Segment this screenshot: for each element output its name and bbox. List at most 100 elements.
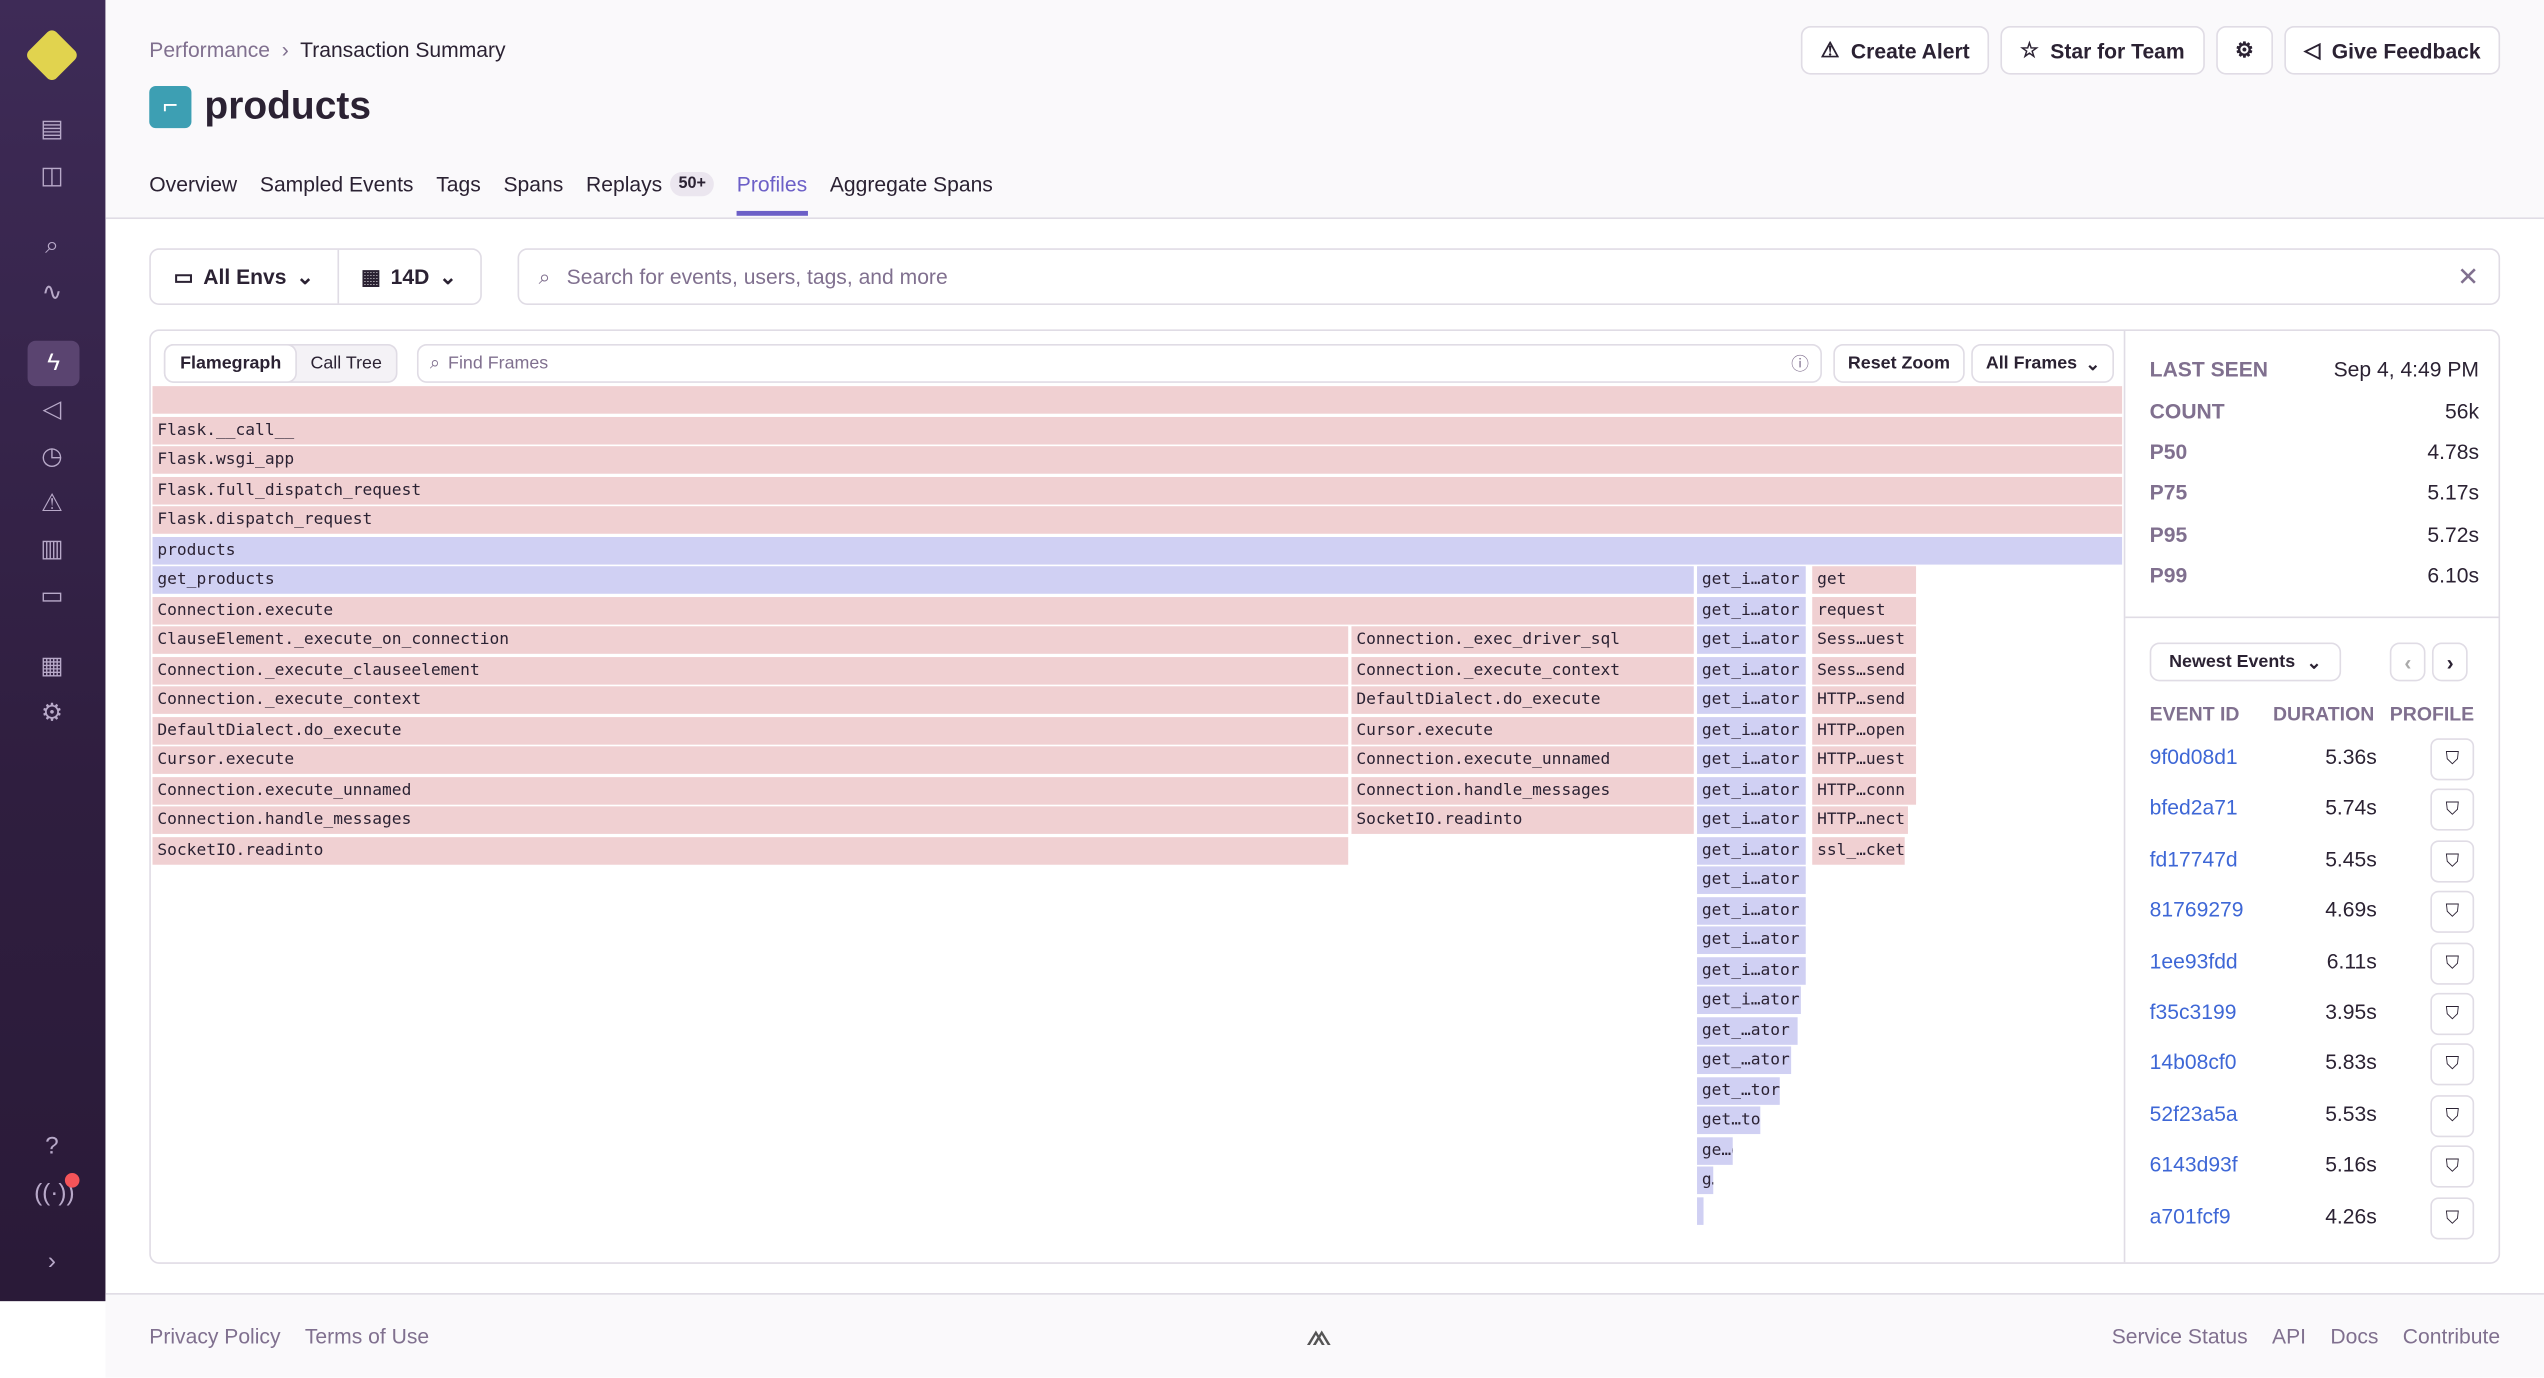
view-profile-button[interactable]: ⛉: [2430, 738, 2475, 781]
flame-frame[interactable]: Connection.handle_messages: [1351, 776, 1694, 804]
flame-frame[interactable]: get_i…ator: [1697, 986, 1801, 1014]
docs-link[interactable]: Docs: [2330, 1323, 2379, 1349]
tab-profiles[interactable]: Profiles: [736, 172, 808, 216]
flame-frame[interactable]: Flask.wsgi_app: [152, 446, 2123, 474]
flame-frame[interactable]: SocketIO.readinto: [152, 836, 1349, 864]
releases-icon[interactable]: ▭: [40, 582, 64, 611]
flame-frame[interactable]: Sess…send: [1812, 656, 1917, 684]
date-range-selector[interactable]: ▦ 14D ⌄: [338, 250, 479, 304]
projects-icon[interactable]: ◫: [40, 162, 64, 190]
flame-frame[interactable]: get_…ator: [1697, 1046, 1792, 1075]
flame-frame[interactable]: Flask.__call__: [152, 416, 2123, 444]
flame-frame[interactable]: [152, 386, 2123, 414]
alerts-icon[interactable]: ⚠: [40, 489, 63, 518]
flame-frame[interactable]: Flask.full_dispatch_request: [152, 476, 2123, 504]
flame-frame[interactable]: request: [1812, 596, 1917, 624]
call-tree-tab[interactable]: Call Tree: [310, 353, 382, 374]
star-for-team-button[interactable]: ☆ Star for Team: [2000, 25, 2205, 75]
flame-frame[interactable]: HTTP…conn: [1812, 776, 1917, 804]
event-id-link[interactable]: 14b08cf0: [2149, 1050, 2237, 1075]
event-id-link[interactable]: 6143d93f: [2149, 1152, 2238, 1177]
event-id-link[interactable]: f35c3199: [2149, 999, 2237, 1024]
give-feedback-button[interactable]: ◁ Give Feedback: [2284, 25, 2501, 75]
flame-frame[interactable]: get_products: [152, 566, 1694, 594]
flame-frame[interactable]: ge…or: [1697, 1136, 1733, 1165]
flame-frame[interactable]: get_i…ator: [1697, 866, 1806, 894]
flame-frame[interactable]: Cursor.execute: [152, 746, 1349, 774]
flame-frame[interactable]: get_i…ator: [1697, 896, 1806, 924]
privacy-link[interactable]: Privacy Policy: [149, 1323, 281, 1349]
info-icon[interactable]: ⓘ: [1791, 355, 1809, 375]
flame-frame[interactable]: HTTP…nect: [1812, 806, 1908, 834]
frames-filter-dropdown[interactable]: All Frames ⌄: [1971, 343, 2115, 383]
flame-frame[interactable]: get_i…ator: [1697, 686, 1806, 714]
settings-icon[interactable]: ⚙: [40, 699, 63, 727]
terms-link[interactable]: Terms of Use: [304, 1323, 430, 1349]
flame-frame[interactable]: HTTP…uest: [1812, 746, 1917, 774]
flame-frame[interactable]: Connection._execute_context: [152, 686, 1349, 714]
flame-frame[interactable]: Connection._execute_context: [1351, 656, 1694, 684]
flame-frame[interactable]: DefaultDialect.do_execute: [152, 716, 1349, 744]
tab-sampled-events[interactable]: Sampled Events: [260, 172, 414, 216]
event-id-link[interactable]: a701fcf9: [2149, 1203, 2231, 1228]
flame-frame[interactable]: Connection._exec_driver_sql: [1351, 626, 1694, 654]
event-id-link[interactable]: 9f0d08d1: [2149, 744, 2238, 770]
flame-frame[interactable]: Sess…uest: [1812, 626, 1917, 654]
prev-page-button[interactable]: ‹: [2389, 642, 2427, 682]
event-sort-dropdown[interactable]: Newest Events ⌄: [2149, 642, 2341, 682]
flame-frame[interactable]: Flask.dispatch_request: [152, 506, 2123, 534]
contribute-link[interactable]: Contribute: [2402, 1323, 2501, 1349]
flame-frame[interactable]: Connection.execute: [152, 596, 1694, 624]
flame-frame[interactable]: g…: [1697, 1166, 1714, 1195]
issues-icon[interactable]: ▤: [40, 115, 64, 143]
flame-frame[interactable]: get_i…ator: [1697, 776, 1806, 804]
flame-frame[interactable]: Connection.handle_messages: [152, 806, 1349, 834]
flame-frame[interactable]: Connection.execute_unnamed: [1351, 746, 1694, 774]
status-link[interactable]: Service Status: [2111, 1323, 2248, 1349]
view-profile-button[interactable]: ⛉: [2430, 1043, 2475, 1087]
view-profile-button[interactable]: ⛉: [2430, 941, 2475, 985]
flame-frame[interactable]: get_i…ator: [1697, 566, 1806, 594]
flame-frame[interactable]: get_i…ator: [1697, 626, 1806, 654]
tab-replays[interactable]: Replays 50+: [586, 171, 715, 216]
help-icon[interactable]: ?: [45, 1132, 59, 1161]
flame-frame[interactable]: get_i…ator: [1697, 656, 1806, 684]
flame-frame[interactable]: DefaultDialect.do_execute: [1351, 686, 1694, 714]
find-frames-input[interactable]: ⌕ Find Frames ⓘ: [416, 343, 1822, 383]
performance-icon[interactable]: ϟ: [27, 340, 80, 387]
flame-frame[interactable]: get_i…ator: [1697, 746, 1806, 774]
flame-frame[interactable]: Cursor.execute: [1351, 716, 1694, 744]
event-id-link[interactable]: 1ee93fdd: [2149, 948, 2238, 973]
flame-frame[interactable]: get_i…ator: [1697, 956, 1806, 984]
flame-frame[interactable]: [1697, 1196, 1704, 1225]
reset-zoom-button[interactable]: Reset Zoom: [1833, 343, 1965, 383]
dashboards-icon[interactable]: ▥: [40, 535, 64, 563]
settings-button[interactable]: ⚙: [2215, 25, 2274, 75]
flamegraph-tab[interactable]: Flamegraph: [165, 345, 296, 382]
flame-frame[interactable]: Connection._execute_clauseelement: [152, 656, 1349, 684]
tab-spans[interactable]: Spans: [503, 172, 563, 216]
search-input[interactable]: ⌕ Search for events, users, tags, and mor…: [517, 248, 2501, 306]
flame-frame[interactable]: get_…ator: [1697, 1016, 1798, 1045]
view-profile-button[interactable]: ⛉: [2430, 992, 2475, 1036]
next-page-button[interactable]: ›: [2431, 642, 2469, 682]
flame-frame[interactable]: get_i…ator: [1697, 596, 1806, 624]
view-profile-button[interactable]: ⛉: [2430, 1145, 2475, 1188]
flame-frame[interactable]: ssl_…cket: [1812, 836, 1905, 864]
flame-frame[interactable]: Connection.execute_unnamed: [152, 776, 1349, 804]
flame-frame[interactable]: SocketIO.readinto: [1351, 806, 1694, 834]
flame-frame[interactable]: get_i…ator: [1697, 716, 1806, 744]
create-alert-button[interactable]: ⚠ Create Alert: [1801, 25, 1990, 75]
flamegraph[interactable]: Flask.__call__ Flask.wsgi_app Flask.full_d…: [151, 386, 2124, 1262]
event-id-link[interactable]: fd17747d: [2149, 846, 2238, 871]
discover-icon[interactable]: ∿: [41, 279, 63, 307]
flame-frame[interactable]: get_i…ator: [1697, 806, 1806, 834]
flame-frame[interactable]: get_…tor: [1697, 1076, 1780, 1105]
flame-frame[interactable]: get…tor: [1697, 1106, 1761, 1135]
event-id-link[interactable]: bfed2a71: [2149, 795, 2238, 820]
search-icon[interactable]: ⌕: [45, 232, 59, 260]
view-profile-button[interactable]: ⛉: [2430, 840, 2475, 883]
clear-icon[interactable]: ✕: [2457, 263, 2480, 292]
stats-icon[interactable]: ▦: [40, 652, 64, 680]
flame-frame[interactable]: get: [1812, 566, 1917, 594]
